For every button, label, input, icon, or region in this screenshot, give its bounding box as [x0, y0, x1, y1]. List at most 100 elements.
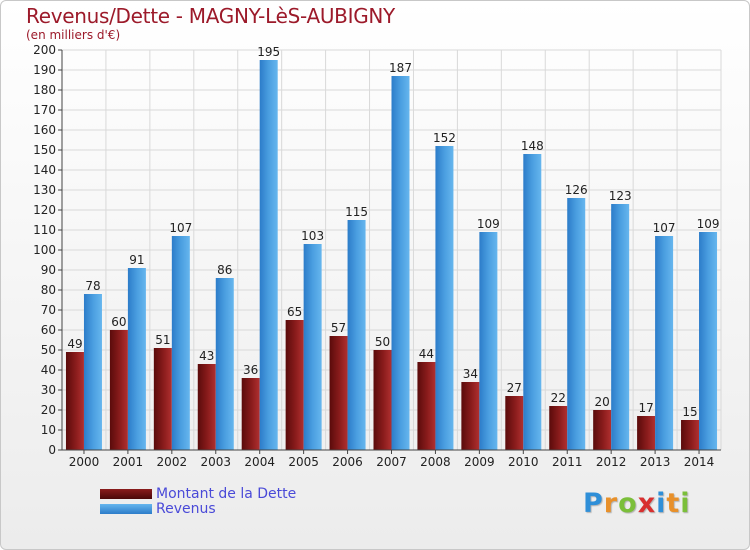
logo-letter-4: i — [656, 488, 667, 519]
ytick-label-120: 120 — [33, 203, 56, 217]
xtick-label-2001: 2001 — [113, 455, 144, 469]
axes: 0 10 20 30 40 50 60 70 80 90 100 110 120 130 140 150 160… — [33, 43, 721, 469]
label-debt-2011: 22 — [551, 391, 566, 405]
ytick-label-130: 130 — [33, 183, 56, 197]
xtick-label-2010: 2010 — [508, 455, 539, 469]
xtick-label-2003: 2003 — [200, 455, 231, 469]
ytick-label-180: 180 — [33, 83, 56, 97]
bar-debt-2001 — [109, 330, 128, 450]
label-revenue-2005: 103 — [301, 229, 324, 243]
bar-debt-2010 — [505, 396, 524, 450]
label-revenue-2002: 107 — [169, 221, 192, 235]
xtick-label-2012: 2012 — [596, 455, 627, 469]
bars — [65, 60, 718, 450]
xtick-label-2005: 2005 — [288, 455, 319, 469]
xtick-label-2013: 2013 — [640, 455, 671, 469]
label-revenue-2004: 195 — [257, 45, 280, 59]
bar-revenue-2001 — [127, 268, 146, 450]
legend-swatch-debt — [100, 488, 152, 499]
ytick-label-170: 170 — [33, 103, 56, 117]
xtick-label-2000: 2000 — [69, 455, 100, 469]
value-labels: 49 78 60 91 51 107 43 86 36 195 65 103 57 115 50 187 44 1… — [67, 45, 719, 419]
bar-revenue-2004 — [259, 60, 278, 450]
label-debt-2014: 15 — [682, 405, 697, 419]
bar-revenue-2005 — [303, 244, 322, 450]
xtick-label-2014: 2014 — [684, 455, 715, 469]
legend: Montant de la Dette Revenus — [100, 485, 297, 517]
legend-label-debt: Montant de la Dette — [156, 485, 297, 502]
label-revenue-2010: 148 — [521, 139, 544, 153]
bar-debt-2012 — [593, 410, 612, 450]
xtick-label-2009: 2009 — [464, 455, 495, 469]
label-debt-2007: 50 — [375, 335, 390, 349]
bar-debt-2006 — [329, 336, 348, 450]
legend-swatch-revenue — [100, 503, 152, 514]
logo-letter-1: r — [603, 488, 619, 519]
label-debt-2009: 34 — [463, 367, 478, 381]
bar-debt-2000 — [65, 352, 84, 450]
label-debt-2003: 43 — [199, 349, 214, 363]
bar-debt-2002 — [153, 348, 172, 450]
bar-debt-2007 — [373, 350, 392, 450]
label-debt-2006: 57 — [331, 321, 346, 335]
bar-revenue-2002 — [171, 236, 190, 450]
label-revenue-2012: 123 — [609, 189, 632, 203]
ytick-label-190: 190 — [33, 63, 56, 77]
label-debt-2008: 44 — [419, 347, 434, 361]
ytick-label-0: 0 — [48, 443, 56, 457]
bar-revenue-2010 — [523, 154, 542, 450]
legend-label-revenue: Revenus — [156, 500, 216, 517]
ytick-label-30: 30 — [41, 383, 56, 397]
bar-debt-2013 — [637, 416, 656, 450]
bar-debt-2011 — [549, 406, 568, 450]
label-revenue-2009: 109 — [477, 217, 500, 231]
ytick-label-70: 70 — [41, 303, 56, 317]
xtick-label-2011: 2011 — [552, 455, 583, 469]
ytick-label-10: 10 — [41, 423, 56, 437]
logo-letter-6: i — [680, 488, 691, 519]
label-debt-2002: 51 — [155, 333, 170, 347]
xtick-label-2004: 2004 — [244, 455, 275, 469]
label-revenue-2007: 187 — [389, 61, 412, 75]
legend-item-debt: Montant de la Dette — [100, 485, 297, 502]
label-debt-2012: 20 — [595, 395, 610, 409]
label-revenue-2011: 126 — [565, 183, 588, 197]
label-revenue-2013: 107 — [653, 221, 676, 235]
xtick-label-2007: 2007 — [376, 455, 407, 469]
unit-subtitle: (en milliers d'€) — [26, 28, 121, 42]
bar-debt-2004 — [241, 378, 260, 450]
logo-letter-2: o — [618, 488, 638, 519]
bar-revenue-2003 — [215, 278, 234, 450]
xtick-label-2002: 2002 — [157, 455, 188, 469]
ytick-label-200: 200 — [33, 43, 56, 57]
label-revenue-2006: 115 — [345, 205, 368, 219]
ytick-label-150: 150 — [33, 143, 56, 157]
label-revenue-2000: 78 — [85, 279, 100, 293]
logo-letter-5: t — [666, 488, 681, 519]
label-debt-2010: 27 — [507, 381, 522, 395]
ytick-label-50: 50 — [41, 343, 56, 357]
bar-revenue-2012 — [611, 204, 630, 450]
proxiti-logo: Proxiti — [583, 488, 691, 519]
ytick-label-90: 90 — [41, 263, 56, 277]
bar-revenue-2011 — [567, 198, 586, 450]
logo-letter-3: x — [637, 488, 657, 519]
xtick-label-2006: 2006 — [332, 455, 363, 469]
xtick-label-2008: 2008 — [420, 455, 451, 469]
page-title: Revenus/Dette - MAGNY-LèS-AUBIGNY — [26, 4, 395, 28]
ytick-label-20: 20 — [41, 403, 56, 417]
ytick-label-80: 80 — [41, 283, 56, 297]
label-revenue-2014: 109 — [697, 217, 720, 231]
label-debt-2001: 60 — [111, 315, 126, 329]
bar-revenue-2009 — [479, 232, 498, 450]
logo-letter-0: P — [583, 488, 604, 519]
bar-revenue-2007 — [391, 76, 410, 450]
ytick-label-160: 160 — [33, 123, 56, 137]
label-debt-2005: 65 — [287, 305, 302, 319]
bar-debt-2003 — [197, 364, 216, 450]
bar-chart: 0 10 20 30 40 50 60 70 80 90 100 110 120 130 140 150 160… — [33, 43, 722, 469]
bar-revenue-2000 — [83, 294, 102, 450]
label-debt-2004: 36 — [243, 363, 258, 377]
bar-revenue-2014 — [699, 232, 718, 450]
label-debt-2013: 17 — [638, 401, 653, 415]
